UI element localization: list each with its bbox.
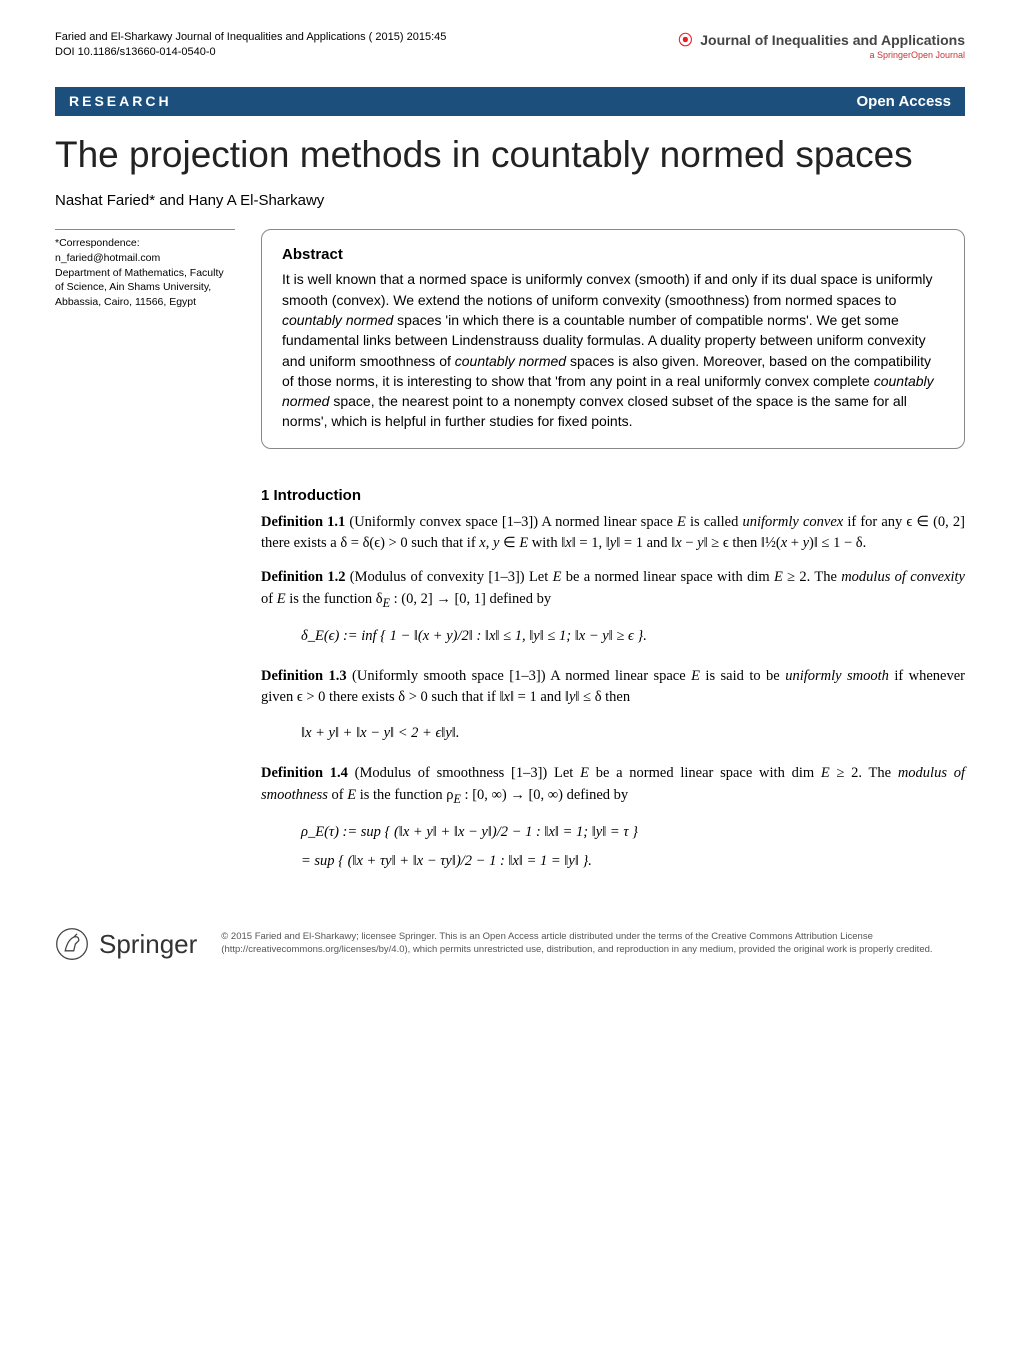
section-heading-intro: 1 Introduction bbox=[261, 487, 965, 504]
definition-1-3: Definition 1.3 (Uniformly smooth space [… bbox=[261, 666, 965, 710]
def-paren: (Uniformly convex space [1–3]) bbox=[345, 514, 541, 530]
main-column: Abstract It is well known that a normed … bbox=[261, 229, 965, 891]
springeropen-icon: ⦿ bbox=[678, 32, 692, 48]
definition-1-1: Definition 1.1 (Uniformly convex space [… bbox=[261, 512, 965, 556]
abstract-box: Abstract It is well known that a normed … bbox=[261, 229, 965, 448]
copyright-text: © 2015 Faried and El-Sharkawy; licensee … bbox=[221, 931, 965, 957]
journal-brand-title-text: Journal of Inequalities and Applications bbox=[700, 32, 965, 48]
def-label: Definition 1.4 bbox=[261, 765, 348, 781]
def-label: Definition 1.3 bbox=[261, 668, 347, 684]
definition-1-2: Definition 1.2 (Modulus of convexity [1–… bbox=[261, 567, 965, 612]
author-line: Nashat Faried* and Hany A El-Sharkawy bbox=[55, 192, 965, 209]
doi-line: DOI 10.1186/s13660-014-0540-0 bbox=[55, 45, 446, 60]
correspondence-email: n_faried@hotmail.com bbox=[55, 251, 235, 266]
def-label: Definition 1.2 bbox=[261, 569, 345, 585]
journal-brand: ⦿ Journal of Inequalities and Applicatio… bbox=[678, 30, 965, 60]
def-label: Definition 1.1 bbox=[261, 514, 345, 530]
springer-horse-icon bbox=[55, 927, 89, 961]
def-paren: (Uniformly smooth space [1–3]) bbox=[347, 668, 551, 684]
equation-smooth: ‖x + y‖ + ‖x − y‖ < 2 + ϵ‖y‖. bbox=[301, 723, 965, 745]
paper-title: The projection methods in countably norm… bbox=[55, 134, 965, 177]
correspondence-affiliation: Department of Mathematics, Faculty of Sc… bbox=[55, 266, 235, 310]
citation-block: Faried and El-Sharkawy Journal of Inequa… bbox=[55, 30, 446, 61]
equation-delta-E: δ_E(ϵ) := inf { 1 − ‖(x + y)/2‖ : ‖x‖ ≤ … bbox=[301, 626, 965, 648]
main-columns: *Correspondence: n_faried@hotmail.com De… bbox=[55, 229, 965, 891]
definition-1-4: Definition 1.4 (Modulus of smoothness [1… bbox=[261, 763, 965, 808]
page-header: Faried and El-Sharkawy Journal of Inequa… bbox=[55, 30, 965, 61]
abstract-text: It is well known that a normed space is … bbox=[282, 269, 944, 431]
journal-brand-subtitle: a SpringerOpen Journal bbox=[678, 50, 965, 60]
citation-line: Faried and El-Sharkawy Journal of Inequa… bbox=[55, 30, 446, 45]
page-footer: Springer © 2015 Faried and El-Sharkawy; … bbox=[55, 927, 965, 961]
springer-text: Springer bbox=[99, 929, 197, 960]
journal-brand-title: ⦿ Journal of Inequalities and Applicatio… bbox=[678, 30, 965, 50]
equation-rho-E-2: = sup { (‖x + τy‖ + ‖x − τy‖)/2 − 1 : ‖x… bbox=[301, 851, 965, 873]
def-paren: (Modulus of convexity [1–3]) bbox=[345, 569, 528, 585]
correspondence-label: *Correspondence: bbox=[55, 236, 235, 251]
research-label: RESEARCH bbox=[69, 93, 172, 109]
abstract-heading: Abstract bbox=[282, 246, 944, 263]
open-access-label: Open Access bbox=[857, 93, 952, 110]
body-text: Definition 1.1 (Uniformly convex space [… bbox=[261, 512, 965, 874]
def-paren: (Modulus of smoothness [1–3]) bbox=[348, 765, 554, 781]
page-container: Faried and El-Sharkawy Journal of Inequa… bbox=[0, 0, 1020, 991]
springer-logo: Springer bbox=[55, 927, 197, 961]
correspondence-sidebar: *Correspondence: n_faried@hotmail.com De… bbox=[55, 229, 235, 891]
equation-rho-E-1: ρ_E(τ) := sup { (‖x + y‖ + ‖x − y‖)/2 − … bbox=[301, 822, 965, 844]
research-bar: RESEARCH Open Access bbox=[55, 87, 965, 116]
